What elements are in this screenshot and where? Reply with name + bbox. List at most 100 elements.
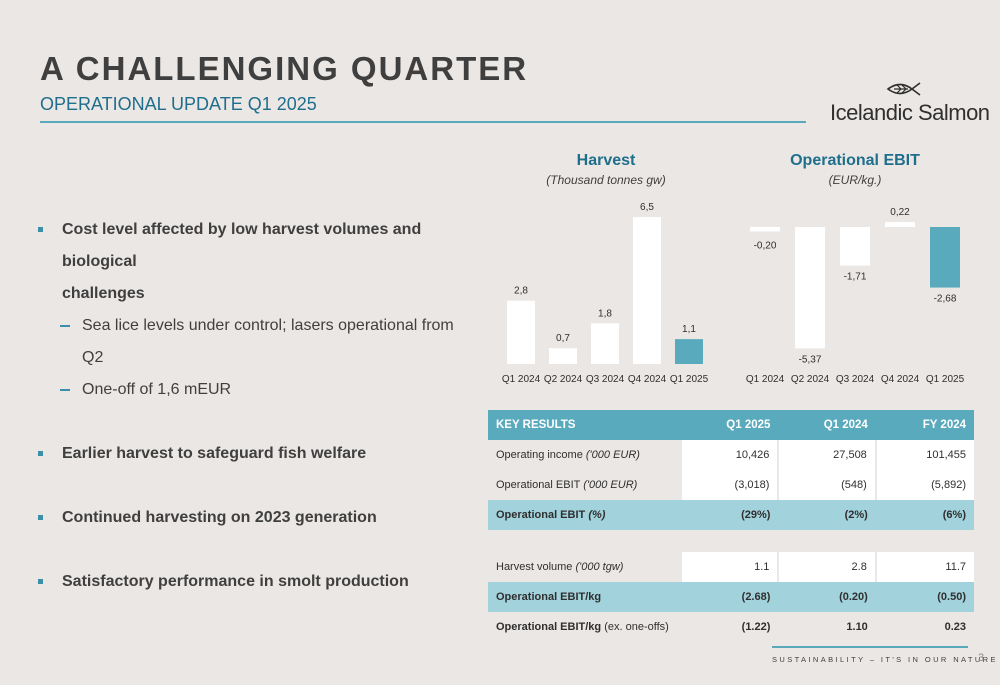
category-tick-label: Q2 2024 xyxy=(544,374,583,385)
dash-marker-icon xyxy=(60,325,70,327)
table-cell: (5,892) xyxy=(874,470,974,500)
data-label: -5,37 xyxy=(799,354,822,365)
row-label: Operational EBIT/kg xyxy=(488,582,681,612)
ebit-chart: -0,20 Q1 2024 -5,37 Q2 2024 -1,71 Q3 2024 0,22… xyxy=(746,207,965,385)
row-label-text: Operational EBIT xyxy=(496,509,586,521)
data-label: 0,22 xyxy=(890,207,910,218)
table-cell: 1.10 xyxy=(846,621,868,633)
category-tick-label: Q1 2025 xyxy=(926,374,965,385)
ebit-chart-subtitle: (EUR/kg.) xyxy=(828,173,882,187)
table-cell: 2.8 xyxy=(777,552,876,582)
bullet-marker-icon xyxy=(38,451,43,456)
column-header: KEY RESULTS xyxy=(488,410,681,440)
table-cell: (0.20) xyxy=(778,582,876,612)
data-label: 1,8 xyxy=(598,308,612,319)
table-cell: (2%) xyxy=(778,500,876,530)
row-label-text: Operating income xyxy=(496,449,583,461)
table-cell: (29%) xyxy=(680,500,779,530)
category-tick-label: Q4 2024 xyxy=(628,374,667,385)
table-cell: (548) xyxy=(777,470,876,500)
table-row: Operational EBIT/kg (2.68) (0.20) (0.50) xyxy=(488,582,974,612)
data-label: -1,71 xyxy=(844,272,867,283)
bullet-item: Earlier harvest to safeguard fish welfar… xyxy=(38,438,478,470)
bar xyxy=(507,300,535,364)
logo-wordmark: Icelandic Salmon xyxy=(830,100,990,125)
table-row: Operational EBIT ('000 EUR) (3,018) (548)(… xyxy=(488,470,974,500)
table-cell: (0.50) xyxy=(875,582,974,612)
bar xyxy=(750,227,780,232)
table-spacer xyxy=(488,530,974,552)
row-label: Operational EBIT/kg (ex. one-offs) xyxy=(488,612,681,642)
table-cell: 11.7 xyxy=(874,552,974,582)
category-tick-label: Q1 2024 xyxy=(746,374,785,385)
table-cell: 101,455 xyxy=(874,440,974,470)
footer-tagline: SUSTAINABILITY – IT'S IN OUR NATURE xyxy=(772,655,998,664)
dash-marker-icon xyxy=(60,389,70,391)
category-tick-label: Q3 2024 xyxy=(586,374,625,385)
bullet-item: Continued harvesting on 2023 generation xyxy=(38,502,478,534)
bar xyxy=(930,227,960,288)
row-label: Operating income ('000 EUR) xyxy=(488,440,681,470)
table-row: Operational EBIT/kg (ex. one-offs) (1.22)… xyxy=(488,612,974,642)
title-divider xyxy=(40,121,806,123)
bullet-marker-icon xyxy=(38,515,43,520)
row-label: Operational EBIT (%) xyxy=(488,500,681,530)
table-cell: 27,508 xyxy=(777,440,876,470)
sub-bullet-item: Sea lice levels under control; lasers op… xyxy=(38,310,478,374)
bar xyxy=(795,227,825,349)
bullet-item: Satisfactory performance in smolt produc… xyxy=(38,566,478,598)
row-label-text: Operational EBIT xyxy=(496,479,581,491)
category-tick-label: Q3 2024 xyxy=(836,374,875,385)
table-cell: 0.23 xyxy=(944,621,966,633)
category-tick-label: Q4 2024 xyxy=(881,374,920,385)
data-label: -0,20 xyxy=(754,241,777,252)
row-label: Operational EBIT ('000 EUR) xyxy=(488,470,681,500)
table-header-row: KEY RESULTS Q1 2025 Q1 2024 FY 2024 xyxy=(488,410,974,440)
row-label: Harvest volume ('000 tgw) xyxy=(488,552,681,582)
bullet-item-continued: challenges xyxy=(62,285,145,302)
row-unit: (ex. one-offs) xyxy=(604,621,669,633)
bullet-list: Cost level affected by low harvest volum… xyxy=(38,214,478,598)
category-tick-label: Q1 2025 xyxy=(670,374,709,385)
row-label-text: Operational EBIT/kg xyxy=(496,621,602,633)
page-subtitle: OPERATIONAL UPDATE Q1 2025 xyxy=(40,94,317,114)
harvest-chart: 2,8 Q1 2024 0,7 Q2 2024 1,8 Q3 2024 6,5 Q4 2024… xyxy=(502,202,709,385)
bullet-item: Cost level affected by low harvest volum… xyxy=(38,214,478,278)
row-unit: ('000 EUR) xyxy=(583,479,638,491)
fish-logo-icon xyxy=(886,82,921,96)
category-tick-label: Q2 2024 xyxy=(791,374,830,385)
bar xyxy=(675,339,703,364)
data-label: 1,1 xyxy=(682,324,696,335)
harvest-chart-title: Harvest xyxy=(576,152,636,169)
data-label: 6,5 xyxy=(640,202,654,213)
bar xyxy=(633,217,661,364)
table-row: Harvest volume ('000 tgw) 1.1 2.8 11.7 xyxy=(488,552,974,582)
footer-divider xyxy=(772,646,968,648)
page-number: 3 xyxy=(978,652,985,664)
bar xyxy=(885,222,915,227)
table-cell: 10,426 xyxy=(679,440,779,470)
table-cell: (1.22) xyxy=(741,621,771,633)
row-label-text: Harvest volume xyxy=(496,561,573,573)
table-row: Operational EBIT (%) (29%) (2%) (6%) xyxy=(488,500,974,530)
harvest-chart-subtitle: (Thousand tonnes gw) xyxy=(546,173,666,187)
bullet-marker-icon xyxy=(38,579,43,584)
page-title: A CHALLENGING QUARTER xyxy=(40,50,529,87)
row-label-text: Operational EBIT/kg xyxy=(496,591,602,603)
bar xyxy=(840,227,870,266)
data-label: 0,7 xyxy=(556,333,570,344)
key-results-table: KEY RESULTS Q1 2025 Q1 2024 FY 2024 Oper… xyxy=(488,410,974,642)
table-row: Operating income ('000 EUR) 10,426 27,508 1… xyxy=(488,440,974,470)
table-cell: (6%) xyxy=(875,500,974,530)
row-unit: ('000 tgw) xyxy=(575,561,624,573)
column-header: Q1 2024 xyxy=(778,410,876,440)
table-cell: (3,018) xyxy=(679,470,779,500)
row-unit: ('000 EUR) xyxy=(585,449,640,461)
column-header: Q1 2025 xyxy=(680,410,779,440)
data-label: 2,8 xyxy=(514,286,528,297)
bullet-marker-icon xyxy=(38,227,43,232)
row-unit: (%) xyxy=(588,509,606,521)
category-tick-label: Q1 2024 xyxy=(502,374,541,385)
table-cell: 1.1 xyxy=(679,552,779,582)
column-header: FY 2024 xyxy=(875,410,974,440)
